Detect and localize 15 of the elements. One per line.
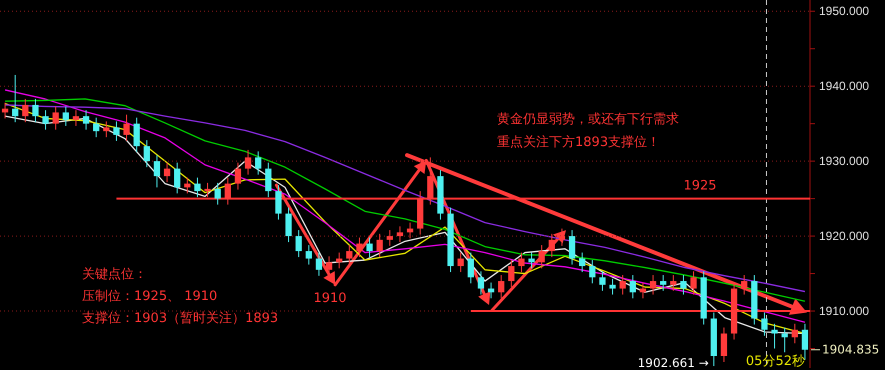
annotation: 1902.661 → (638, 356, 709, 370)
annotation: 压制位：1925、 1910 (82, 289, 218, 304)
annotation: 黄金仍显弱势，或还有下行需求 (497, 112, 679, 127)
annotation: 重点关注下方1893支撑位！ (497, 134, 660, 150)
legend-label: 1910 (313, 291, 347, 306)
y-tick-label: 1910.000 (819, 304, 870, 318)
annotation: 关键点位： (82, 267, 147, 282)
annotation: 1904.835 (822, 342, 880, 357)
annotation: 05分52秒 (746, 354, 805, 369)
y-tick-label: 1950.000 (819, 4, 870, 18)
ref-line-label: 1925 (683, 178, 717, 194)
annotation: 支撑位：1903（暂时关注）1893 (82, 311, 278, 326)
y-tick-label: 1920.000 (819, 228, 870, 243)
y-tick-label: 1940.000 (819, 79, 870, 94)
y-tick-label: 1930.000 (819, 154, 870, 168)
